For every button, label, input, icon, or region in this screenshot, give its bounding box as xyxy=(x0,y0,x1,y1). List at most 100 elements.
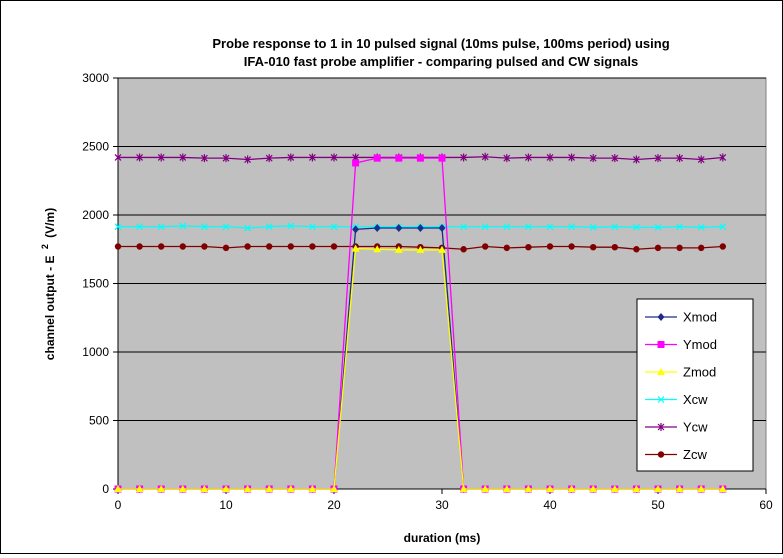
data-point xyxy=(136,153,144,162)
data-point xyxy=(654,244,662,252)
data-point xyxy=(611,223,619,231)
data-point xyxy=(546,223,554,231)
y-axis-label-superscript: 2 xyxy=(40,244,50,249)
y-tick-label: 1000 xyxy=(82,345,109,359)
data-point xyxy=(460,153,468,162)
data-point xyxy=(265,223,273,231)
data-point xyxy=(611,243,618,251)
data-point xyxy=(222,223,230,231)
data-point xyxy=(135,485,144,492)
data-point xyxy=(546,243,554,250)
data-point xyxy=(676,223,684,231)
data-point xyxy=(632,223,640,231)
legend-marker xyxy=(657,396,665,403)
series-zmod xyxy=(114,244,727,492)
y-tick-label: 500 xyxy=(89,414,109,428)
data-point xyxy=(114,485,122,492)
y-tick-label: 3000 xyxy=(82,71,109,85)
data-point xyxy=(308,223,316,231)
data-point xyxy=(330,485,338,492)
legend-item-zmod: Zmod xyxy=(645,365,716,380)
legend: Xmod Ymod Zmod Xcw Ycw Zcw xyxy=(636,298,754,472)
data-point xyxy=(222,485,230,492)
data-point xyxy=(675,485,684,492)
legend-marker xyxy=(657,341,665,348)
data-point xyxy=(610,485,619,492)
legend-marker xyxy=(657,423,665,431)
data-point xyxy=(373,224,381,233)
legend-item-xmod: Xmod xyxy=(645,310,717,325)
data-point xyxy=(524,485,533,492)
data-point xyxy=(114,153,122,162)
series-group xyxy=(114,152,727,493)
data-point xyxy=(524,153,532,162)
data-point xyxy=(503,154,511,163)
data-point xyxy=(222,244,230,252)
data-point xyxy=(438,245,446,253)
legend-item-zcw: Zcw xyxy=(645,447,707,462)
data-point xyxy=(200,485,209,492)
data-point xyxy=(589,154,597,163)
data-point xyxy=(697,223,705,231)
data-point xyxy=(481,152,489,161)
data-point xyxy=(698,244,705,252)
data-point xyxy=(222,154,230,163)
data-point xyxy=(460,223,468,231)
data-point xyxy=(718,485,727,492)
chart-title-line-2: IFA-010 fast probe amplifier - comparing… xyxy=(244,54,638,69)
legend-label: Xcw xyxy=(683,392,708,407)
y-axis-label: channel output - E 2 (V/m) xyxy=(40,208,57,361)
data-point xyxy=(200,223,208,231)
data-point xyxy=(460,246,467,253)
legend-label: Zcw xyxy=(683,447,707,462)
data-point xyxy=(633,246,640,253)
data-point xyxy=(481,485,490,492)
data-point xyxy=(114,223,122,231)
data-point xyxy=(503,223,511,231)
data-point xyxy=(697,485,706,492)
data-point xyxy=(719,223,727,231)
data-point xyxy=(243,485,252,492)
data-point xyxy=(286,485,295,492)
data-point xyxy=(287,153,295,162)
data-point xyxy=(179,243,186,250)
data-point xyxy=(546,153,554,162)
data-point xyxy=(265,154,273,163)
data-point xyxy=(330,223,338,231)
data-point xyxy=(179,153,187,162)
legend-label: Ymod xyxy=(683,337,717,352)
x-tick-label: 40 xyxy=(543,498,557,512)
data-point xyxy=(330,153,338,162)
chart-title-line-1: Probe response to 1 in 10 pulsed signal … xyxy=(212,36,669,51)
data-point xyxy=(158,243,165,250)
legend-marker xyxy=(657,313,665,321)
data-point xyxy=(676,154,684,163)
data-point xyxy=(589,223,597,231)
data-point xyxy=(157,153,165,162)
data-point xyxy=(416,245,425,253)
data-point xyxy=(590,243,597,251)
data-point xyxy=(200,154,208,163)
x-tick-label: 60 xyxy=(759,498,773,512)
x-tick-label: 30 xyxy=(435,498,449,512)
data-point xyxy=(568,223,576,231)
data-point xyxy=(416,224,424,233)
data-point xyxy=(568,243,575,250)
data-point xyxy=(568,153,576,162)
data-point xyxy=(114,243,122,250)
legend-marker xyxy=(657,368,665,375)
data-point xyxy=(546,485,554,492)
data-point xyxy=(351,244,360,252)
data-point xyxy=(201,243,208,250)
data-point xyxy=(352,159,360,167)
data-point xyxy=(524,223,532,231)
legend-label: Xmod xyxy=(683,310,717,325)
y-axis-label-text: channel output - E xyxy=(43,256,57,361)
data-point xyxy=(611,154,619,163)
data-point xyxy=(438,154,446,162)
data-point xyxy=(308,485,317,492)
data-point xyxy=(373,154,381,162)
data-point xyxy=(179,222,187,230)
